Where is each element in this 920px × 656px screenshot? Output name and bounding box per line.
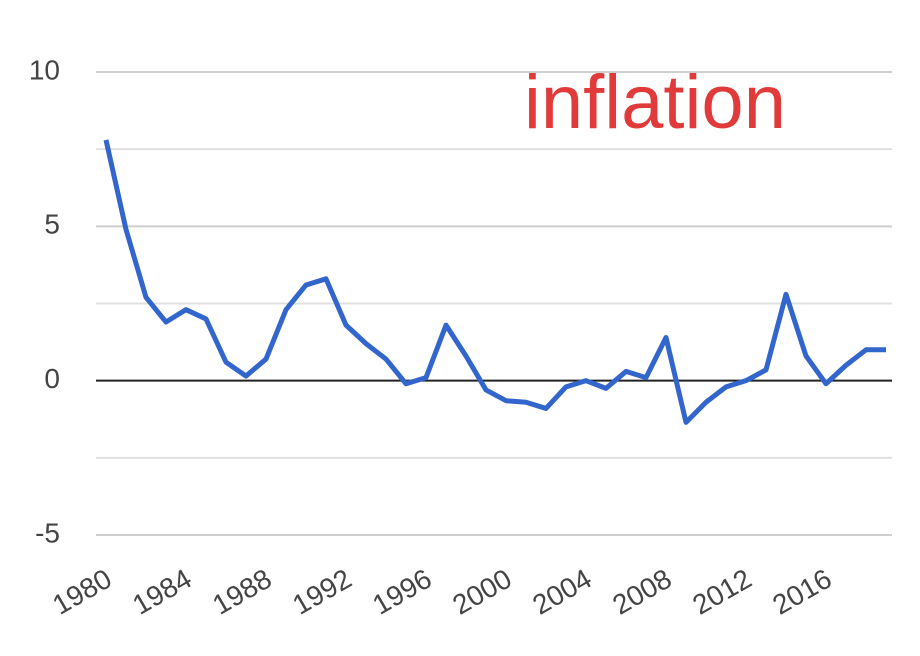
x-tick-label: 2000	[447, 563, 516, 621]
x-tick-label: 1996	[367, 563, 436, 621]
data-line	[103, 139, 886, 425]
x-tick-label: 2004	[527, 563, 596, 621]
x-tick-label: 1980	[47, 563, 116, 621]
y-tick-label: -5	[35, 517, 60, 548]
x-tick-label: 2016	[767, 563, 836, 621]
x-tick-label: 1992	[287, 563, 356, 621]
x-tick-label: 2008	[607, 563, 676, 621]
y-tick-label: 0	[44, 363, 60, 394]
y-tick-label: 5	[44, 209, 60, 240]
x-tick-label: 1988	[207, 563, 276, 621]
x-tick-label: 2012	[687, 563, 756, 621]
y-tick-label: 10	[29, 54, 60, 85]
chart-title: inflation	[524, 60, 786, 145]
x-tick-label: 1984	[127, 563, 196, 621]
